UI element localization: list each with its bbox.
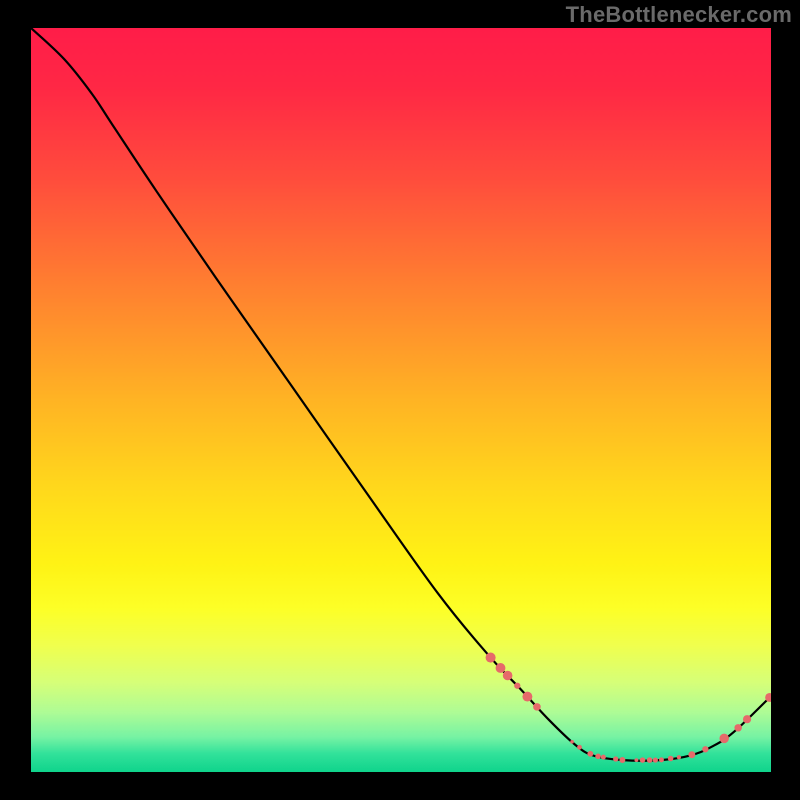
bottleneck-curve	[31, 28, 771, 761]
data-marker	[522, 692, 532, 702]
data-marker	[595, 754, 601, 760]
data-marker	[647, 757, 653, 763]
chart-root: TheBottlenecker.com	[0, 0, 800, 800]
data-marker	[653, 758, 658, 763]
data-marker	[619, 757, 625, 763]
data-marker	[688, 751, 695, 758]
watermark-label: TheBottlenecker.com	[566, 2, 792, 28]
data-marker	[577, 745, 582, 750]
data-marker	[668, 756, 674, 762]
data-marker	[496, 663, 506, 673]
data-marker	[601, 755, 606, 760]
data-marker	[514, 683, 520, 689]
data-marker	[702, 746, 708, 752]
data-marker	[719, 734, 728, 743]
data-marker	[570, 740, 574, 744]
data-marker	[587, 751, 593, 757]
chart-overlay	[31, 28, 771, 772]
data-marker	[503, 671, 513, 681]
data-marker	[743, 715, 751, 723]
data-marker	[659, 757, 664, 762]
data-marker	[640, 757, 646, 763]
data-marker	[613, 756, 618, 761]
data-marker	[734, 724, 741, 731]
data-marker	[533, 703, 541, 711]
data-marker	[677, 755, 681, 759]
plot-area	[31, 28, 771, 772]
data-marker	[486, 652, 496, 662]
data-marker	[634, 758, 638, 762]
